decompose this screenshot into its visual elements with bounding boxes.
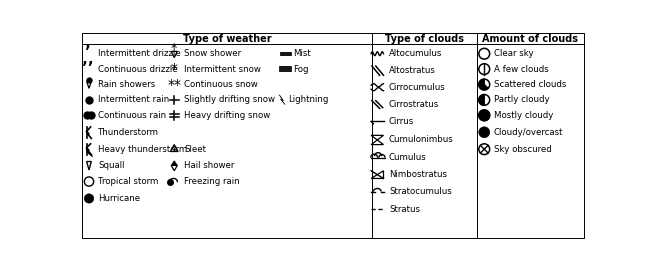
Text: *: * xyxy=(171,62,177,76)
Text: Altocumulus: Altocumulus xyxy=(389,49,442,58)
Circle shape xyxy=(84,194,94,203)
Circle shape xyxy=(479,127,489,138)
Text: Heavy thunderstorm: Heavy thunderstorm xyxy=(98,145,188,154)
Polygon shape xyxy=(171,161,177,165)
Text: Type of clouds: Type of clouds xyxy=(385,34,463,44)
Text: *: * xyxy=(168,77,175,91)
Text: ’’: ’’ xyxy=(82,61,93,76)
Text: Cirrus: Cirrus xyxy=(389,117,414,126)
Text: Intermittent snow: Intermittent snow xyxy=(185,65,261,74)
Text: Continuous rain: Continuous rain xyxy=(98,111,166,120)
Text: Squall: Squall xyxy=(98,161,125,170)
Text: Freezing rain: Freezing rain xyxy=(185,177,240,186)
Text: Amount of clouds: Amount of clouds xyxy=(482,34,578,44)
Text: Type of weather: Type of weather xyxy=(183,34,271,44)
Text: Scattered clouds: Scattered clouds xyxy=(493,80,566,89)
Text: Hail shower: Hail shower xyxy=(185,161,235,170)
Text: Mist: Mist xyxy=(293,49,311,58)
Text: Altostratus: Altostratus xyxy=(389,66,436,75)
Text: Nimbostratus: Nimbostratus xyxy=(389,170,447,179)
Text: Sky obscured: Sky obscured xyxy=(493,145,551,154)
Text: Sleet: Sleet xyxy=(185,145,206,154)
Text: Cumulonimbus: Cumulonimbus xyxy=(389,135,454,144)
Text: Heavy drifting snow: Heavy drifting snow xyxy=(185,111,270,120)
Text: *: * xyxy=(174,77,181,91)
Text: A few clouds: A few clouds xyxy=(493,65,549,74)
Text: Intermittent drizzle: Intermittent drizzle xyxy=(98,49,181,58)
Polygon shape xyxy=(279,95,285,105)
Text: Lightning: Lightning xyxy=(288,95,328,105)
Text: Cloudy/overcast: Cloudy/overcast xyxy=(493,128,563,137)
Text: Rain showers: Rain showers xyxy=(98,80,155,89)
Text: Continuous drizzle: Continuous drizzle xyxy=(98,65,178,74)
Text: Tropical storm: Tropical storm xyxy=(98,177,159,186)
Text: Hurricane: Hurricane xyxy=(98,194,140,203)
Text: Fog: Fog xyxy=(293,65,308,74)
Text: Clear sky: Clear sky xyxy=(493,49,533,58)
Wedge shape xyxy=(479,95,484,105)
Text: Partly cloudy: Partly cloudy xyxy=(493,95,549,105)
Text: Mostly cloudy: Mostly cloudy xyxy=(493,111,553,120)
Text: Cumulus: Cumulus xyxy=(389,153,426,162)
Text: Stratocumulus: Stratocumulus xyxy=(389,187,452,196)
Text: Cirrostratus: Cirrostratus xyxy=(389,100,439,109)
Text: Continuous snow: Continuous snow xyxy=(185,80,258,89)
Text: Thunderstorm: Thunderstorm xyxy=(98,128,159,137)
Text: Intermittent rain: Intermittent rain xyxy=(98,95,170,105)
Text: Snow shower: Snow shower xyxy=(185,49,241,58)
Text: Slightly drifting snow: Slightly drifting snow xyxy=(185,95,276,105)
Text: ’: ’ xyxy=(85,46,91,61)
Text: Stratus: Stratus xyxy=(389,205,420,214)
Wedge shape xyxy=(479,79,488,90)
Wedge shape xyxy=(479,110,489,121)
Text: *: * xyxy=(171,42,177,55)
Text: Cirrocumulus: Cirrocumulus xyxy=(389,83,446,92)
